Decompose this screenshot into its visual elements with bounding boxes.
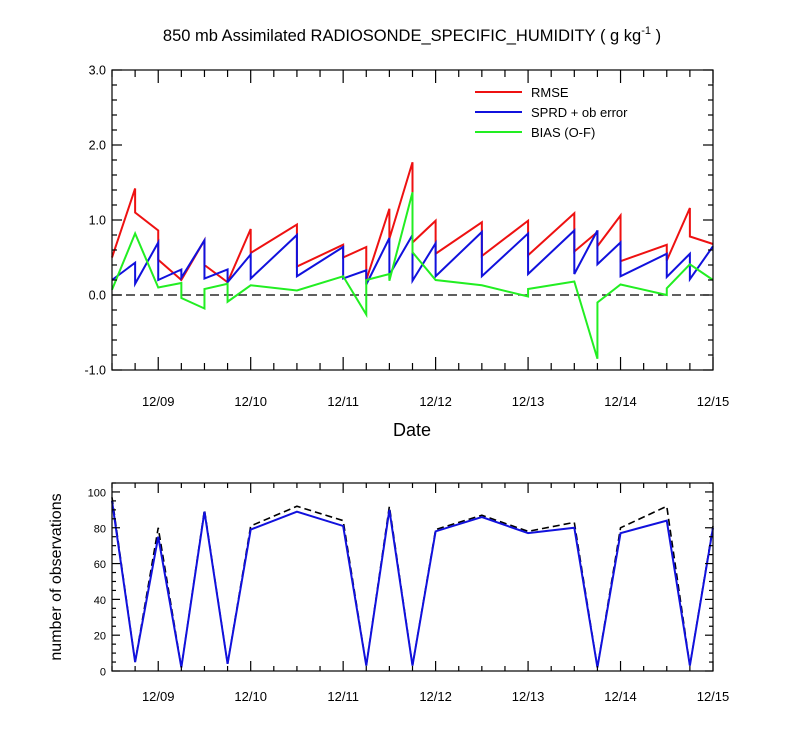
- legend-label: SPRD + ob error: [531, 105, 628, 120]
- y-tick-label: -1.0: [84, 364, 106, 378]
- series-line-used-observations: [111, 500, 714, 668]
- y-tick-label: 0: [100, 667, 106, 679]
- x-tick-label: 12/15: [697, 689, 730, 704]
- x-tick-label: 12/13: [512, 689, 545, 704]
- x-tick-label: 12/09: [142, 394, 175, 409]
- series-line-sprd-ob-error: [111, 228, 714, 288]
- y-tick-label: 40: [94, 595, 106, 607]
- y-tick-label: 20: [94, 631, 106, 643]
- series-line-bias-o-f: [111, 191, 714, 360]
- y-tick-label: 2.0: [89, 139, 106, 153]
- y-tick-label: 80: [94, 523, 106, 535]
- legend-label: RMSE: [531, 85, 569, 100]
- x-tick-label: 12/14: [604, 689, 637, 704]
- x-tick-label: 12/14: [604, 394, 637, 409]
- x-tick-label: 12/12: [419, 394, 452, 409]
- x-tick-label: 12/09: [142, 689, 175, 704]
- chart-title-main: 850 mb Assimilated RADIOSONDE_SPECIFIC_H…: [163, 27, 641, 45]
- bottom-plot-frame: [111, 482, 714, 672]
- legend-label: BIAS (O-F): [531, 125, 595, 140]
- chart-title-superscript: -1: [641, 25, 651, 37]
- y-tick-label: 1.0: [89, 214, 106, 228]
- x-axis-label: Date: [393, 420, 431, 440]
- top-panel: 12/09 12/10 12/11 12/12 12/13 12/14 12/15 -1.0 0…: [84, 64, 729, 441]
- x-tick-label: 12/11: [327, 689, 359, 704]
- x-tick-label: 12/12: [419, 689, 452, 704]
- y-tick-label: 60: [94, 559, 106, 571]
- bottom-panel: 12/09 12/10 12/11 12/12 12/13 12/14 12/15 0 20 40…: [48, 482, 730, 704]
- top-plot-content: [111, 161, 714, 360]
- bottom-plot-content: [111, 497, 714, 668]
- chart-title-end: ): [651, 27, 661, 45]
- x-tick-label: 12/10: [234, 689, 267, 704]
- y-tick-label: 0.0: [89, 289, 106, 303]
- legend: RMSE SPRD + ob error BIAS (O-F): [475, 85, 628, 140]
- y-tick-label: 3.0: [89, 64, 106, 78]
- chart-title: 850 mb Assimilated RADIOSONDE_SPECIFIC_H…: [163, 25, 661, 45]
- x-tick-label: 12/10: [234, 394, 267, 409]
- x-tick-label: 12/15: [697, 394, 730, 409]
- bottom-axis-ticks: 12/09 12/10 12/11 12/12 12/13 12/14 12/15 0 20 40…: [88, 482, 730, 704]
- x-tick-label: 12/11: [327, 394, 359, 409]
- x-tick-label: 12/13: [512, 394, 545, 409]
- top-axis-ticks: 12/09 12/10 12/11 12/12 12/13 12/14 12/15 -1.0 0…: [84, 64, 729, 410]
- y-axis-label: number of observations: [48, 493, 65, 660]
- y-tick-label: 100: [88, 487, 106, 499]
